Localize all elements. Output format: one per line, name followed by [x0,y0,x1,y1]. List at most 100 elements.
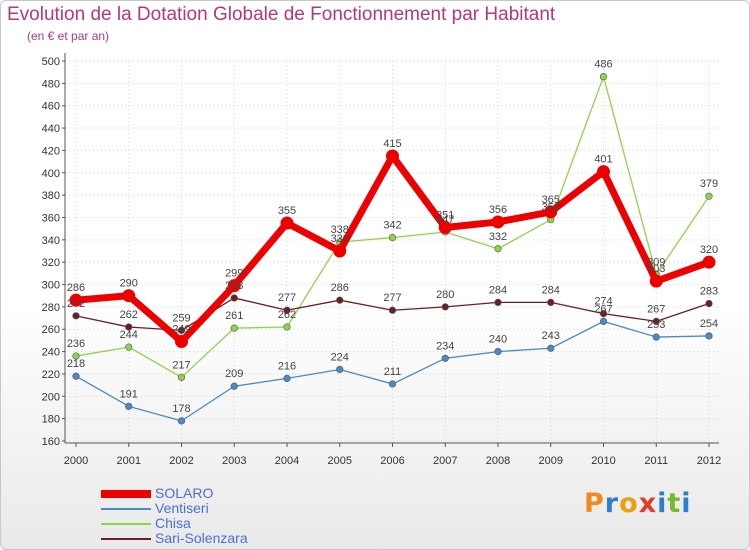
x-tick-label: 2000 [64,455,88,467]
data-label: 280 [436,289,454,301]
logo-letter: P [584,488,605,519]
data-point [336,296,344,304]
data-label: 277 [383,292,401,304]
data-point [599,73,608,81]
data-point [125,343,133,351]
data-label: 234 [436,340,454,352]
data-label: 283 [700,286,718,298]
data-point [494,298,502,307]
data-point [227,279,241,293]
data-point [72,372,80,380]
data-label: 303 [647,263,665,275]
data-label: 249 [172,324,190,336]
logo-letter: o [619,488,639,519]
data-label: 243 [542,330,560,342]
data-label: 240 [489,334,507,346]
data-label: 209 [225,368,243,380]
data-point [599,309,608,318]
legend-label: Chisa [155,515,191,531]
data-label: 218 [67,358,85,370]
data-label: 254 [700,318,718,330]
data-point [652,333,660,341]
data-point [336,365,344,374]
chart-subtitle: (en € et par an) [27,29,110,43]
y-tick-label: 320 [42,257,60,269]
data-label: 178 [172,403,190,415]
data-point [125,402,133,410]
x-tick-label: 2011 [644,455,668,467]
data-point [705,299,713,308]
line-chart: 160 180 200 220 240 260 280 300 320 340 360 380 400 4… [42,53,721,467]
y-tick-label: 400 [42,168,60,180]
data-label: 284 [542,284,560,296]
data-label: 286 [331,282,349,294]
logo-letter: x [638,488,658,519]
logo-letter: i [657,488,668,519]
data-label: 261 [225,310,243,322]
data-point [547,298,555,307]
data-point [705,192,713,200]
x-tick-label: 2002 [169,455,193,467]
data-label: 358 [542,202,560,214]
data-point [230,294,238,302]
data-label: 253 [647,319,665,331]
data-point [175,335,188,349]
data-point [388,233,397,242]
x-tick-label: 2012 [697,455,721,467]
y-tick-label: 440 [42,123,60,135]
x-tick-label: 2004 [275,455,299,467]
data-point [547,344,555,352]
data-point [177,326,186,334]
data-point [388,380,397,388]
data-point [491,215,505,229]
data-label: 338 [331,224,349,236]
data-label: 217 [172,359,190,371]
chart-title: Evolution de la Dotation Globale de Fonc… [7,4,556,25]
x-tick-label: 2005 [328,455,352,467]
logo-letter: r [604,488,620,519]
data-label: 332 [489,231,507,243]
data-label: 284 [489,284,507,296]
logo-letter: i [681,488,692,519]
data-label: 290 [120,278,138,290]
logo-letter: t [667,488,682,519]
data-label: 277 [278,292,296,304]
data-point [122,289,136,303]
data-point [125,323,133,331]
x-tick-label: 2008 [486,455,510,467]
data-label: 379 [700,178,718,190]
data-label: 347 [436,214,454,226]
data-point [69,293,83,307]
x-tick-label: 2009 [539,455,563,467]
data-point [705,332,713,340]
data-point [177,373,186,381]
data-label: 262 [278,309,296,321]
data-point [230,382,238,390]
data-label: 224 [331,351,349,363]
data-point [441,354,449,362]
y-tick-label: 360 [42,212,60,224]
data-point [283,374,291,383]
data-point [283,323,291,331]
data-label: 320 [700,244,718,256]
data-label: 401 [594,154,612,166]
y-tick-label: 260 [42,324,60,336]
y-tick-label: 300 [42,280,60,292]
y-tick-label: 460 [42,101,60,113]
legend-swatch [101,538,151,540]
data-point [544,205,558,219]
data-label: 356 [489,204,507,216]
data-point [388,306,397,314]
data-label: 262 [120,309,138,321]
data-label: 272 [67,298,85,310]
y-tick-label: 240 [42,347,60,359]
data-label: 415 [383,138,401,150]
data-point [386,149,399,163]
legend-label: Ventiseri [155,500,209,516]
data-label: 288 [225,280,243,292]
data-label: 236 [67,338,85,350]
data-label: 191 [120,388,138,400]
y-tick-label: 180 [42,414,60,426]
data-label: 286 [67,282,85,294]
